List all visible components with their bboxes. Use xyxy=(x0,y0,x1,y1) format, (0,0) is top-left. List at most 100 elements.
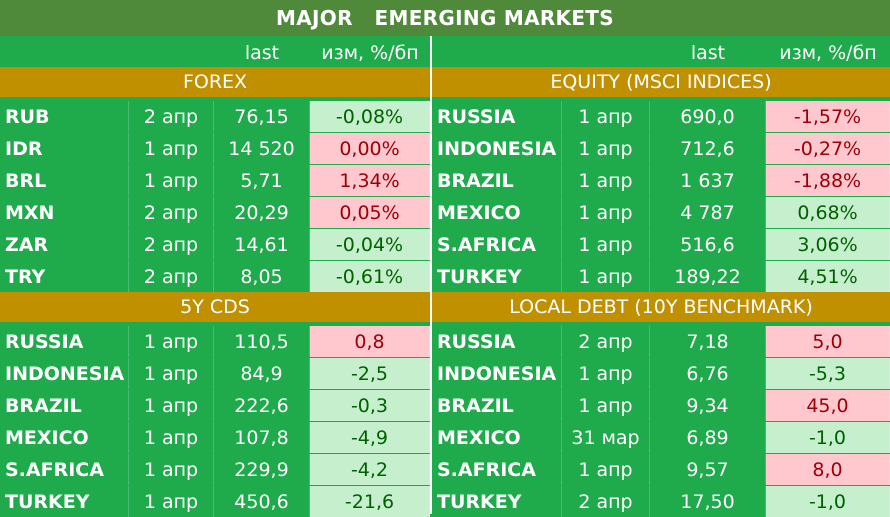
last-value: 6,76 xyxy=(650,358,766,389)
table-row: TURKEY 1 апр 450,6 -21,6 xyxy=(0,486,430,517)
last-value: 222,6 xyxy=(214,390,310,421)
date-cell: 1 апр xyxy=(562,358,650,389)
change-value: -0,08% xyxy=(310,101,430,132)
last-value: 4 787 xyxy=(650,197,766,228)
change-value: -0,3 xyxy=(310,390,430,421)
change-value: -4,9 xyxy=(310,422,430,453)
column-last-label: last xyxy=(690,41,726,64)
last-value: 14 520 xyxy=(214,133,310,164)
section-equity-title: EQUITY (MSCI INDICES) xyxy=(432,67,890,97)
section-cds-title: 5Y CDS xyxy=(0,292,430,322)
date-cell: 1 апр xyxy=(129,133,214,164)
table-row: INDONESIA 1 апр 84,9 -2,5 xyxy=(0,358,430,389)
country-name: TURKEY xyxy=(0,486,129,517)
change-value: 45,0 xyxy=(766,390,890,421)
table-row: MEXICO 31 мар 6,89 -1,0 xyxy=(432,422,890,453)
country-name: MEXICO xyxy=(432,197,562,228)
table-row: RUB 2 апр 76,15 -0,08% xyxy=(0,101,430,132)
table-row: S.AFRICA 1 апр 229,9 -4,2 xyxy=(0,454,430,485)
last-value: 712,6 xyxy=(650,133,766,164)
date-cell: 1 апр xyxy=(562,133,650,164)
change-value: -1,88% xyxy=(766,165,890,196)
table-row: S.AFRICA 1 апр 516,6 3,06% xyxy=(432,229,890,260)
change-value: 5,0 xyxy=(766,326,890,357)
change-value: -0,04% xyxy=(310,229,430,260)
table-row: RUSSIA 1 апр 110,5 0,8 xyxy=(0,326,430,357)
date-cell: 1 апр xyxy=(562,454,650,485)
country-name: TURKEY xyxy=(432,261,562,292)
last-value: 9,34 xyxy=(650,390,766,421)
last-value: 5,71 xyxy=(214,165,310,196)
country-name: S.AFRICA xyxy=(0,454,129,485)
date-cell: 31 мар xyxy=(562,422,650,453)
date-cell: 1 апр xyxy=(562,101,650,132)
country-name: BRAZIL xyxy=(432,390,562,421)
last-value: 84,9 xyxy=(214,358,310,389)
column-header-left: last изм, %/бп xyxy=(0,38,430,67)
change-value: 3,06% xyxy=(766,229,890,260)
country-name: TURKEY xyxy=(432,486,562,517)
date-cell: 1 апр xyxy=(129,165,214,196)
change-value: -21,6 xyxy=(310,486,430,517)
table-row: BRL 1 апр 5,71 1,34% xyxy=(0,165,430,196)
last-value: 9,57 xyxy=(650,454,766,485)
column-divider xyxy=(430,36,432,514)
country-name: RUSSIA xyxy=(432,101,562,132)
last-value: 110,5 xyxy=(214,326,310,357)
country-name: S.AFRICA xyxy=(432,454,562,485)
change-value: -2,5 xyxy=(310,358,430,389)
change-value: -5,3 xyxy=(766,358,890,389)
last-value: 450,6 xyxy=(214,486,310,517)
table-row: BRAZIL 1 апр 1 637 -1,88% xyxy=(432,165,890,196)
table-row: TURKEY 1 апр 189,22 4,51% xyxy=(432,261,890,292)
change-value: -1,0 xyxy=(766,422,890,453)
change-value: 1,34% xyxy=(310,165,430,196)
change-value: 0,68% xyxy=(766,197,890,228)
date-cell: 1 апр xyxy=(129,326,214,357)
date-cell: 1 апр xyxy=(562,390,650,421)
date-cell: 2 апр xyxy=(129,261,214,292)
country-name: RUSSIA xyxy=(0,326,129,357)
country-name: S.AFRICA xyxy=(432,229,562,260)
country-name: BRAZIL xyxy=(432,165,562,196)
country-name: MXN xyxy=(0,197,129,228)
column-change-label: изм, %/бп xyxy=(779,41,877,64)
change-value: 0,00% xyxy=(310,133,430,164)
table-row: ZAR 2 апр 14,61 -0,04% xyxy=(0,229,430,260)
last-value: 76,15 xyxy=(214,101,310,132)
country-name: TRY xyxy=(0,261,129,292)
section-forex-title: FOREX xyxy=(0,67,430,97)
date-cell: 2 апр xyxy=(562,486,650,517)
last-value: 7,18 xyxy=(650,326,766,357)
date-cell: 1 апр xyxy=(562,165,650,196)
table-row: MEXICO 1 апр 4 787 0,68% xyxy=(432,197,890,228)
change-value: 0,05% xyxy=(310,197,430,228)
date-cell: 1 апр xyxy=(129,358,214,389)
date-cell: 2 апр xyxy=(562,326,650,357)
change-value: 8,0 xyxy=(766,454,890,485)
country-name: RUB xyxy=(0,101,129,132)
change-value: -0,61% xyxy=(310,261,430,292)
table-row: RUSSIA 2 апр 7,18 5,0 xyxy=(432,326,890,357)
last-value: 107,8 xyxy=(214,422,310,453)
table-row: MXN 2 апр 20,29 0,05% xyxy=(0,197,430,228)
last-value: 516,6 xyxy=(650,229,766,260)
change-value: -1,0 xyxy=(766,486,890,517)
page-title: MAJOR EMERGING MARKETS xyxy=(0,0,890,36)
date-cell: 1 апр xyxy=(129,422,214,453)
last-value: 189,22 xyxy=(650,261,766,292)
date-cell: 1 апр xyxy=(562,261,650,292)
last-value: 6,89 xyxy=(650,422,766,453)
country-name: BRAZIL xyxy=(0,390,129,421)
column-header-right: last изм, %/бп xyxy=(432,38,890,67)
last-value: 14,61 xyxy=(214,229,310,260)
country-name: INDONESIA xyxy=(432,358,562,389)
table-row: BRAZIL 1 апр 9,34 45,0 xyxy=(432,390,890,421)
last-value: 17,50 xyxy=(650,486,766,517)
last-value: 20,29 xyxy=(214,197,310,228)
column-last-label: last xyxy=(244,41,280,64)
country-name: INDONESIA xyxy=(0,358,129,389)
change-value: -0,27% xyxy=(766,133,890,164)
country-name: IDR xyxy=(0,133,129,164)
date-cell: 2 апр xyxy=(129,229,214,260)
